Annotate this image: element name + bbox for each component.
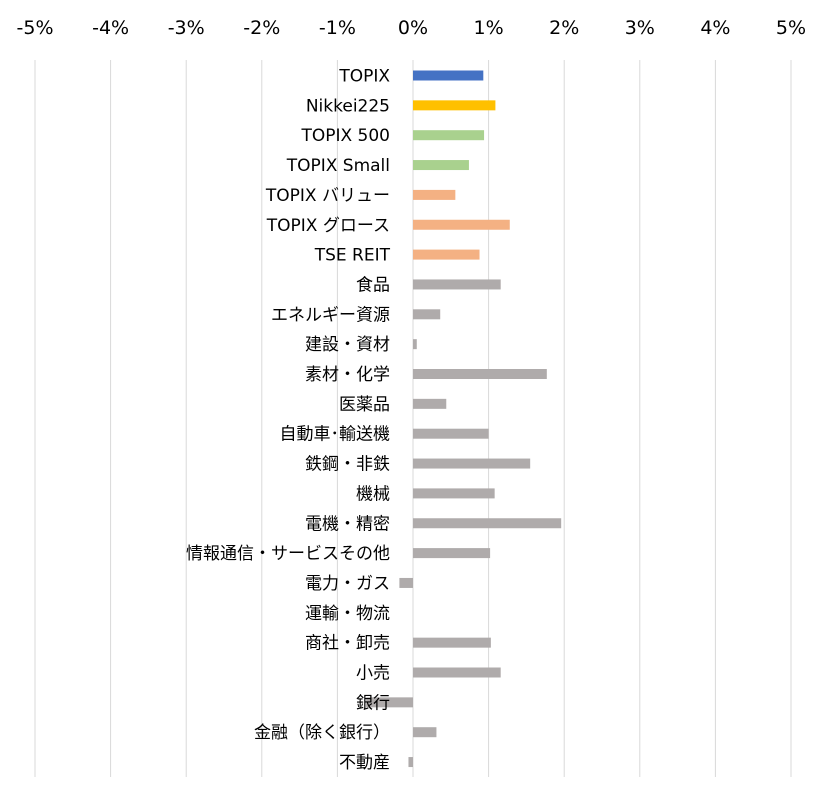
category-label: 金融（除く銀行） [254,723,390,743]
x-tick-label: 2% [549,17,579,39]
bar [366,697,413,708]
category-labels: TOPIX Nikkei225 TOPIX 500 TOPIX Small TOPIX … [186,67,391,774]
category-label: 電力・ガス [305,574,390,594]
bar [413,548,491,559]
bar [408,757,413,768]
bar [413,339,417,350]
category-label: 食品 [356,275,390,295]
category-label: 自動車･輸送機 [280,425,391,445]
category-label: 小売 [356,664,390,684]
bar [413,219,510,230]
x-tick-label: 3% [625,17,655,39]
bar [413,369,547,379]
bar [413,488,495,499]
x-tick-label: -2% [243,17,280,39]
category-label: 電機・精密 [305,514,390,534]
bar [413,667,501,678]
bar [413,727,437,738]
category-label: TOPIX 500 [300,126,390,146]
bar [413,100,496,111]
bar [413,70,484,81]
gridlines [34,60,792,777]
category-label: TOPIX [338,67,390,87]
bar [413,160,469,171]
category-label: 鉄鋼・非鉄 [305,455,390,475]
category-label: 銀行 [356,693,390,713]
x-tick-label: -1% [319,17,356,39]
bar [413,398,447,409]
bar [413,279,501,290]
x-axis-tick-labels: -5% -4% -3% -2% -1% 0% 1% 2% 3% 4% 5% [17,17,807,39]
x-tick-label: -5% [17,17,54,39]
category-label: 素材・化学 [305,365,390,385]
bar [413,458,531,469]
category-label: 不動産 [339,753,390,773]
bar [413,518,562,529]
category-label: 商社・卸売 [305,634,390,654]
category-label: TOPIX グロース [266,216,390,236]
category-label: TOPIX バリュー [265,186,390,206]
x-tick-label: 1% [474,17,504,39]
category-label: TOPIX Small [286,156,390,176]
category-label: 建設・資材 [305,335,390,355]
bar [413,309,441,320]
category-label: TSE REIT [314,246,391,266]
category-label: 医薬品 [339,395,390,415]
category-label: 運輸・物流 [305,604,390,624]
x-tick-label: 4% [700,17,730,39]
x-tick-label: -3% [168,17,205,39]
bar [413,249,480,260]
category-label: 機械 [356,484,390,504]
category-label: 情報通信・サービスその他 [186,544,390,564]
bar [399,577,413,588]
bar [413,189,456,200]
x-tick-label: -4% [92,17,129,39]
bar [413,428,489,439]
category-label: Nikkei225 [306,96,390,116]
bar [413,637,491,648]
x-tick-label: 0% [398,17,428,39]
bars [366,70,562,768]
x-tick-label: 5% [776,17,806,39]
bar [413,130,485,141]
category-label: エネルギー資源 [271,305,390,325]
